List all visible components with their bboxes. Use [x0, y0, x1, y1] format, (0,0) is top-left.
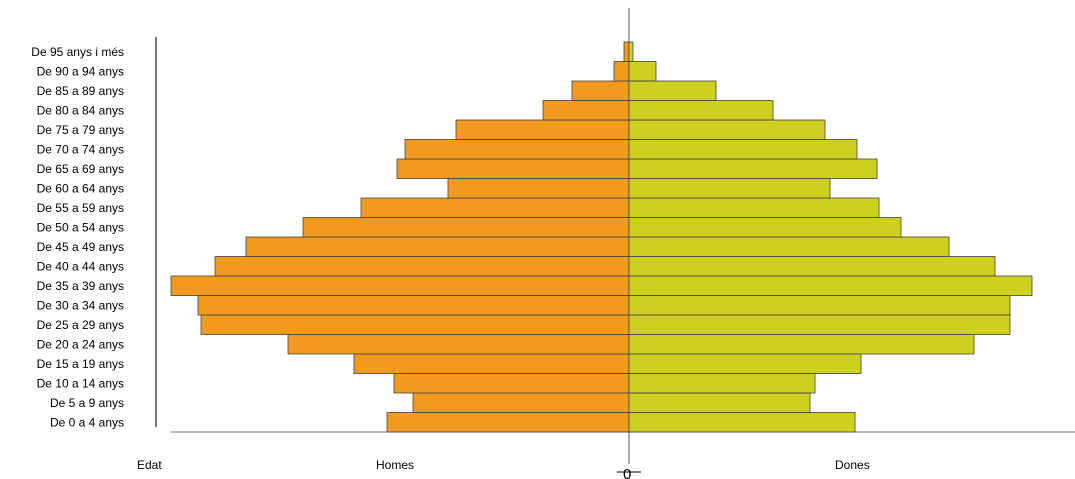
bar-homes-de-10-a-14-anys — [393, 373, 630, 394]
age-label-de-25-a-29-anys: De 25 a 29 anys — [37, 318, 124, 332]
bar-homes-de-60-a-64-anys — [447, 178, 630, 199]
age-label-de-90-a-94-anys: De 90 a 94 anys — [37, 64, 124, 78]
bar-homes-de-90-a-94-anys — [613, 61, 630, 82]
bar-dones-de-40-a-44-anys — [628, 256, 996, 277]
bar-dones-de-90-a-94-anys — [628, 61, 657, 82]
bar-dones-de-55-a-59-anys — [628, 197, 880, 218]
bar-homes-de-70-a-74-anys — [404, 139, 630, 160]
bar-homes-de-95-anys-i-m-s — [623, 41, 630, 62]
age-label-de-40-a-44-anys: De 40 a 44 anys — [37, 259, 124, 273]
age-label-de-0-a-4-anys: De 0 a 4 anys — [50, 415, 124, 429]
bar-homes-de-5-a-9-anys — [412, 392, 630, 413]
bar-dones-de-45-a-49-anys — [628, 236, 950, 257]
age-label-de-65-a-69-anys: De 65 a 69 anys — [37, 162, 124, 176]
bar-homes-de-85-a-89-anys — [571, 80, 630, 101]
bar-homes-de-40-a-44-anys — [214, 256, 630, 277]
age-group-labels: De 0 a 4 anys De 5 a 9 anys De 10 a 14 any… — [31, 45, 124, 430]
bar-homes-de-30-a-34-anys — [197, 295, 630, 316]
age-label-de-15-a-19-anys: De 15 a 19 anys — [37, 357, 124, 371]
age-label-de-60-a-64-anys: De 60 a 64 anys — [37, 181, 124, 195]
bar-homes-de-65-a-69-anys — [396, 158, 630, 179]
axis-captions: Edat Homes Dones 0 — [137, 458, 870, 479]
bar-dones-de-65-a-69-anys — [628, 158, 878, 179]
bar-homes-de-35-a-39-anys — [170, 275, 630, 296]
bar-dones-de-70-a-74-anys — [628, 139, 858, 160]
bar-homes-de-50-a-54-anys — [302, 217, 630, 238]
bar-dones-de-10-a-14-anys — [628, 373, 816, 394]
bar-dones-de-60-a-64-anys — [628, 178, 831, 199]
age-label-de-70-a-74-anys: De 70 a 74 anys — [37, 142, 124, 156]
age-label-de-80-a-84-anys: De 80 a 84 anys — [37, 103, 124, 117]
bar-dones-de-85-a-89-anys — [628, 80, 717, 101]
bar-dones-de-30-a-34-anys — [628, 295, 1011, 316]
bars-group — [170, 41, 1033, 433]
age-label-de-45-a-49-anys: De 45 a 49 anys — [37, 240, 124, 254]
series-label-homes: Homes — [376, 458, 414, 472]
bar-homes-de-45-a-49-anys — [245, 236, 630, 257]
series-label-dones: Dones — [835, 458, 870, 472]
age-label-de-20-a-24-anys: De 20 a 24 anys — [37, 337, 124, 351]
bar-homes-de-20-a-24-anys — [287, 334, 630, 355]
bar-homes-de-25-a-29-anys — [200, 314, 630, 335]
bar-homes-de-55-a-59-anys — [360, 197, 630, 218]
age-label-de-5-a-9-anys: De 5 a 9 anys — [50, 396, 124, 410]
bar-dones-de-0-a-4-anys — [628, 412, 856, 433]
age-label-de-75-a-79-anys: De 75 a 79 anys — [37, 123, 124, 137]
bar-dones-de-5-a-9-anys — [628, 392, 811, 413]
bar-homes-de-75-a-79-anys — [455, 119, 630, 140]
bar-dones-de-95-anys-i-m-s — [628, 41, 634, 62]
age-label-de-50-a-54-anys: De 50 a 54 anys — [37, 220, 124, 234]
age-label-de-10-a-14-anys: De 10 a 14 anys — [37, 376, 124, 390]
x-axis-label: Edat — [137, 458, 162, 472]
age-label-de-55-a-59-anys: De 55 a 59 anys — [37, 201, 124, 215]
age-label-de-30-a-34-anys: De 30 a 34 anys — [37, 298, 124, 312]
bar-dones-de-75-a-79-anys — [628, 119, 826, 140]
bar-homes-de-0-a-4-anys — [386, 412, 630, 433]
bar-homes-de-15-a-19-anys — [353, 353, 630, 374]
bar-dones-de-25-a-29-anys — [628, 314, 1011, 335]
bar-dones-de-35-a-39-anys — [628, 275, 1033, 296]
bar-dones-de-20-a-24-anys — [628, 334, 975, 355]
bar-dones-de-50-a-54-anys — [628, 217, 902, 238]
bar-homes-de-80-a-84-anys — [542, 100, 630, 121]
age-label-de-35-a-39-anys: De 35 a 39 anys — [37, 279, 124, 293]
bar-dones-de-15-a-19-anys — [628, 353, 862, 374]
age-label-de-95-anys-i-m-s: De 95 anys i més — [31, 45, 124, 59]
bar-dones-de-80-a-84-anys — [628, 100, 774, 121]
age-label-de-85-a-89-anys: De 85 a 89 anys — [37, 84, 124, 98]
